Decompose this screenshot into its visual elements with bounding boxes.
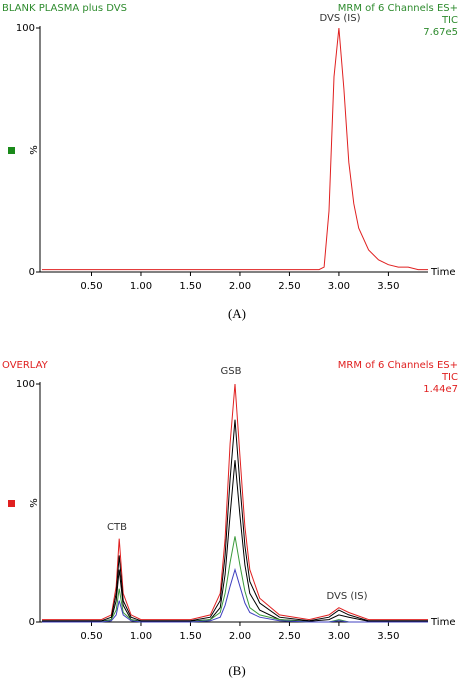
x-tick-label: 3.00 (328, 281, 350, 292)
trace (42, 27, 428, 271)
peak-label: DVS (IS) (327, 591, 368, 602)
trace (42, 567, 428, 623)
info-text: 1.44e7 (423, 384, 458, 395)
peak-label: GSB (221, 366, 242, 377)
x-label: Time (430, 267, 455, 278)
chart-title: OVERLAY (2, 360, 49, 371)
chart-title: BLANK PLASMA plus DVS (2, 3, 127, 14)
x-tick-label: 2.50 (278, 631, 300, 642)
trace (42, 460, 428, 622)
info-text: TIC (441, 15, 458, 26)
peak-label: DVS (IS) (320, 13, 361, 24)
x-label: Time (430, 617, 455, 628)
y-tick-label: 100 (16, 23, 35, 34)
trace (42, 536, 428, 623)
info-text: 7.67e5 (423, 27, 458, 38)
y-tick-label: 0 (29, 267, 35, 278)
caption: (B) (228, 663, 245, 678)
x-tick-label: 3.50 (377, 631, 399, 642)
y-label: % (29, 145, 40, 155)
info-text: MRM of 6 Channels ES+ (338, 3, 458, 14)
info-text: MRM of 6 Channels ES+ (338, 360, 458, 371)
x-tick-label: 1.00 (130, 281, 152, 292)
info-text: TIC (441, 372, 458, 383)
caption: (A) (228, 306, 246, 321)
channel-marker (8, 147, 15, 154)
x-tick-label: 2.50 (278, 281, 300, 292)
y-label: % (29, 498, 40, 508)
peak-label: CTB (107, 522, 127, 533)
channel-marker (8, 500, 15, 507)
x-tick-label: 3.00 (328, 631, 350, 642)
x-tick-label: 2.00 (229, 281, 251, 292)
y-tick-label: 0 (29, 617, 35, 628)
x-tick-label: 1.50 (179, 631, 201, 642)
x-tick-label: 2.00 (229, 631, 251, 642)
y-tick-label: 100 (16, 379, 35, 390)
x-tick-label: 0.50 (80, 631, 102, 642)
trace (42, 419, 428, 622)
x-tick-label: 1.50 (179, 281, 201, 292)
x-tick-label: 3.50 (377, 281, 399, 292)
x-tick-label: 0.50 (80, 281, 102, 292)
x-tick-label: 1.00 (130, 631, 152, 642)
trace (42, 383, 428, 621)
